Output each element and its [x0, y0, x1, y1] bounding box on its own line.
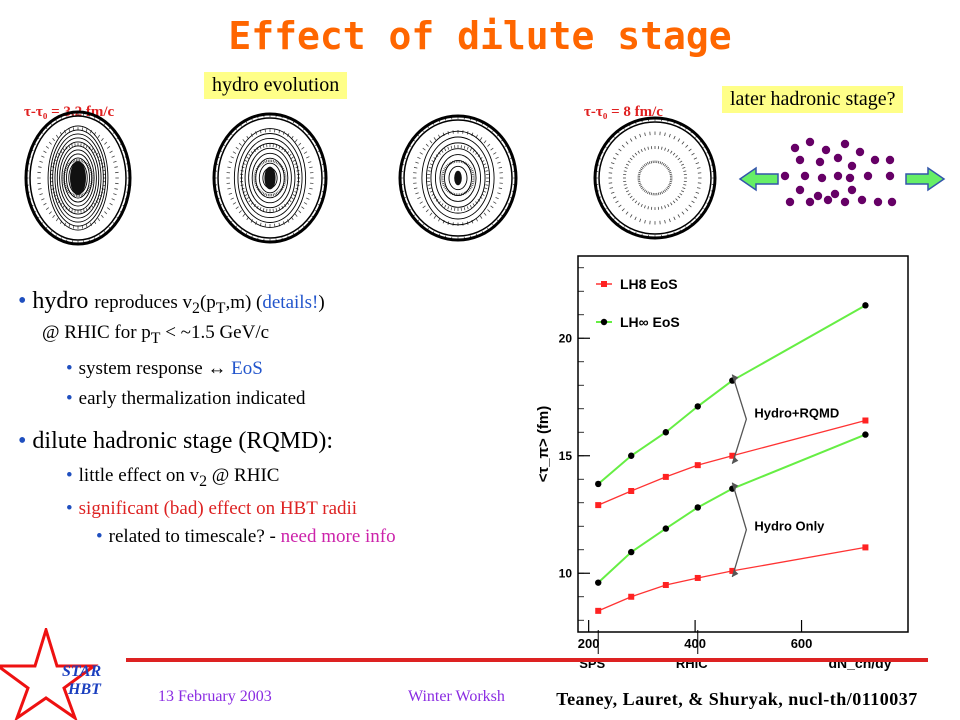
- plot-frame: [577, 255, 909, 633]
- footer-divider: [126, 658, 928, 662]
- svg-text:Hydro+RQMD: Hydro+RQMD: [754, 405, 839, 420]
- data-point: [662, 429, 670, 436]
- data-point: [694, 504, 701, 511]
- hydro-evolution-label: hydro evolution: [204, 72, 348, 99]
- bullet-list: • hydro reproduces v2(pT,m) (details!) @ …: [18, 288, 538, 556]
- data-point: [662, 473, 669, 480]
- data-point: [595, 579, 602, 586]
- hydro-snapshot: [24, 110, 132, 246]
- bullet-little-effect: • little effect on v2 @ RHIC: [66, 464, 280, 490]
- data-point: [595, 607, 602, 614]
- bullet-timescale: • related to timescale? - need more info: [96, 526, 396, 548]
- data-point: [694, 403, 701, 410]
- bullet-system-response: • system response ↔ EoS: [66, 357, 263, 379]
- svg-text:LH8 EoS: LH8 EoS: [620, 276, 678, 292]
- data-point: [729, 567, 736, 574]
- bullet-early-thermalization: • early thermalization indicated: [66, 387, 306, 409]
- data-point: [628, 452, 635, 459]
- series-line: [597, 433, 866, 584]
- chart-legend: LH8 EoS LH∞ EoS: [596, 276, 680, 330]
- bullet-hydro-line2: @ RHIC for pT < ~1.5 GeV/c: [42, 321, 270, 347]
- svg-text:LH∞ EoS: LH∞ EoS: [620, 314, 680, 330]
- logo-star-text: STAR: [62, 663, 101, 680]
- slide-title: Effect of dilute stage: [228, 14, 732, 58]
- right-arrow-icon: [905, 166, 946, 192]
- hydro-snapshot: [593, 116, 717, 240]
- later-hadronic-label: later hadronic stage?: [722, 86, 904, 113]
- bullet-hydro: • hydro reproduces v2(pT,m) (details!): [18, 288, 325, 317]
- series-line: [597, 304, 866, 485]
- y-axis-label: <τ_π> (fm): [535, 406, 552, 483]
- data-point: [862, 431, 869, 438]
- annotation-bracket: Hydro+RQMD: [731, 374, 839, 464]
- logo-hbt-text: HBT: [67, 681, 102, 698]
- y-tick-label: 10: [559, 566, 573, 580]
- data-point: [662, 582, 669, 588]
- bullet-dilute-stage: • dilute hadronic stage (RQMD):: [18, 427, 334, 454]
- data-point: [628, 548, 635, 556]
- x-tick-label: 200: [578, 636, 600, 651]
- data-point: [862, 544, 869, 551]
- series-3: [595, 431, 869, 586]
- series-line: [597, 546, 866, 612]
- data-point: [729, 452, 736, 459]
- data-point: [628, 593, 635, 600]
- footer-conference: Winter Worksh: [408, 688, 505, 705]
- details-link[interactable]: details!: [262, 292, 319, 313]
- series-line: [597, 419, 866, 506]
- left-arrow-icon: [738, 166, 779, 192]
- y-tick-label: 20: [559, 331, 573, 345]
- hydro-snapshot: [212, 112, 328, 244]
- svg-text:Hydro Only: Hydro Only: [754, 518, 825, 533]
- data-point: [694, 574, 701, 581]
- footer-date: 13 February 2003: [158, 688, 272, 705]
- series-2: [595, 544, 869, 614]
- reference-citation: Teaney, Lauret, & Shuryak, nucl-th/01100…: [524, 684, 950, 714]
- data-point: [595, 502, 602, 509]
- annotation-bracket: Hydro Only: [731, 482, 825, 578]
- data-point: [662, 525, 670, 532]
- data-point: [862, 302, 869, 309]
- hydro-snapshot: [398, 114, 518, 242]
- tau-end-label: τ-τ₀ = 8 fm/c: [584, 104, 663, 120]
- x-tick-label: 600: [791, 636, 813, 651]
- data-point: [862, 417, 869, 424]
- data-point: [694, 462, 701, 469]
- bullet-significant-effect: • significant (bad) effect on HBT radii: [66, 498, 358, 520]
- data-point: [595, 480, 602, 488]
- data-point: [628, 488, 635, 494]
- x-tick-label: 400: [684, 636, 706, 651]
- star-logo: STAR HBT: [0, 628, 102, 720]
- hadron-particles: [780, 137, 897, 207]
- hydro-evolution-diagram: [24, 110, 946, 246]
- series-0: [595, 417, 869, 509]
- y-tick-label: 15: [559, 449, 573, 463]
